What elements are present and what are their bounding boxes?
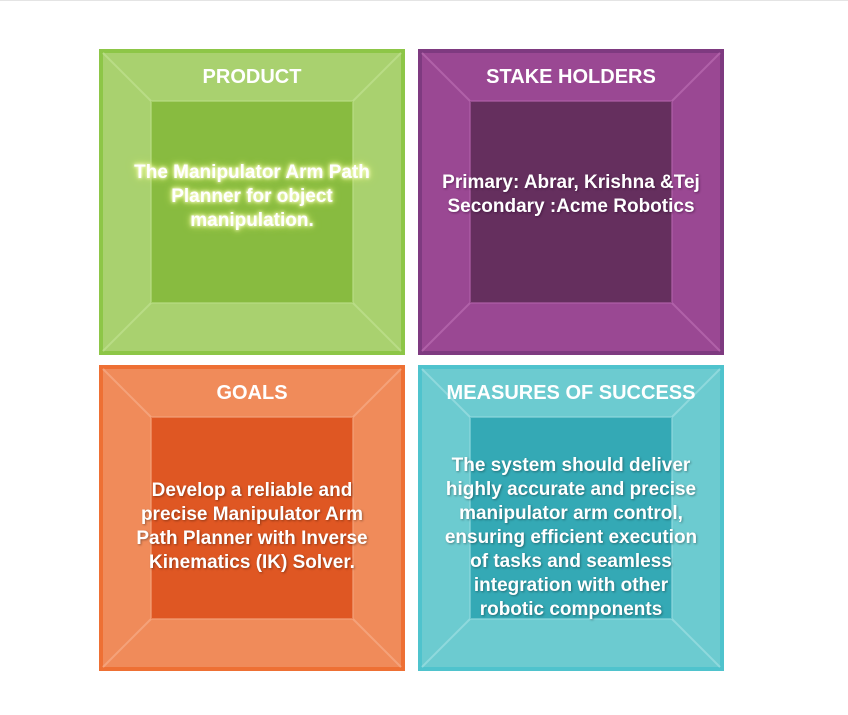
goals-description-line-4: Kinematics (IK) Solver. <box>149 552 355 573</box>
stake-holders-bevel-ridge-2 <box>671 52 721 102</box>
measures-of-success-panel: MEASURES OF SUCCESS The system should de… <box>418 365 724 671</box>
measures-line-6: integration with other <box>473 575 669 596</box>
measures-line-3: manipulator arm control, <box>459 503 683 524</box>
stake-holders-secondary-line: Secondary :Acme Robotics <box>447 196 695 217</box>
stake-holders-primary-line: Primary: Abrar, Krishna &Tej <box>442 172 700 193</box>
stake-holders-bevel-frame <box>418 49 724 355</box>
goals-description-line-1: Develop a reliable and <box>151 480 353 501</box>
measures-of-success-bevel-ridge-2 <box>671 368 721 418</box>
stake-holders-panel: STAKE HOLDERS Primary: Abrar, Krishna &T… <box>418 49 724 355</box>
goals-bevel-ridge-2 <box>352 368 402 418</box>
product-bevel-ridge-2 <box>352 52 402 102</box>
product-inner-rim <box>150 100 354 304</box>
stake-holders-title: STAKE HOLDERS <box>486 66 656 88</box>
stake-holders-inner-square <box>470 101 672 303</box>
measures-line-2: highly accurate and precise <box>445 479 697 500</box>
product-description: The Manipulator Arm Path Planner for obj… <box>107 161 397 233</box>
goals-panel: GOALS Develop a reliable and precise Man… <box>99 365 405 671</box>
goals-bevel-ridge-3 <box>102 618 152 668</box>
measures-of-success-title: MEASURES OF SUCCESS <box>446 382 696 404</box>
measures-of-success-bevel-frame <box>418 365 724 671</box>
measures-line-5: of tasks and seamless <box>470 551 672 572</box>
goals-description-line-3: Path Planner with Inverse <box>136 528 368 549</box>
measures-line-4: ensuring efficient execution <box>444 527 698 548</box>
stake-holders-bevel-ridge-4 <box>671 302 721 352</box>
product-bevel-frame <box>99 49 405 355</box>
product-title: PRODUCT <box>202 66 302 88</box>
product-bevel-ridge-3 <box>102 302 152 352</box>
product-inner-square <box>151 101 353 303</box>
product-description-line-3: manipulation. <box>190 210 314 231</box>
measures-line-1: The system should deliver <box>451 455 691 476</box>
goals-bevel-frame <box>99 365 405 671</box>
top-divider <box>0 0 848 1</box>
measures-of-success-inner-square <box>470 417 672 619</box>
product-bevel-ridge-1 <box>102 52 152 102</box>
goals-inner-square <box>151 417 353 619</box>
measures-of-success-bevel-ridge-4 <box>671 618 721 668</box>
product-description-line-1: The Manipulator Arm Path <box>134 162 370 183</box>
goals-title: GOALS <box>216 382 288 404</box>
measures-of-success-bevel-ridge-1 <box>421 368 471 418</box>
stake-holders-bevel-ridge-1 <box>421 52 471 102</box>
goals-description-line-2: precise Manipulator Arm <box>140 504 364 525</box>
measures-of-success-inner-rim <box>469 416 673 620</box>
goals-description: Develop a reliable and precise Manipulat… <box>107 479 397 575</box>
stake-holders-description: Primary: Abrar, Krishna &Tej Secondary :… <box>422 171 720 219</box>
goals-bevel-ridge-1 <box>102 368 152 418</box>
goals-bevel-ridge-4 <box>352 618 402 668</box>
measures-line-7: robotic components <box>479 599 663 620</box>
product-description-line-2: Planner for object <box>171 186 333 207</box>
stake-holders-inner-rim <box>469 100 673 304</box>
goals-inner-rim <box>150 416 354 620</box>
product-panel: PRODUCT The Manipulator Arm Path Planner… <box>99 49 405 355</box>
measures-of-success-description: The system should deliver highly accurat… <box>426 454 716 622</box>
product-bevel-ridge-4 <box>352 302 402 352</box>
measures-of-success-bevel-ridge-3 <box>421 618 471 668</box>
stake-holders-bevel-ridge-3 <box>421 302 471 352</box>
